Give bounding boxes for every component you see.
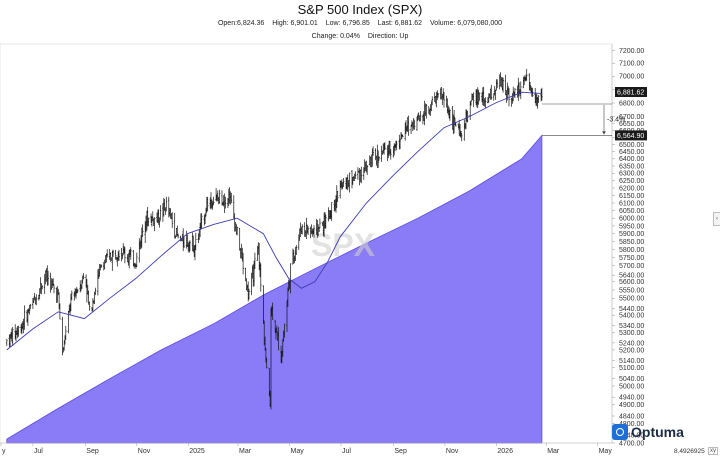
change-stats-row: Change: 0.04% Direction: Up <box>0 33 720 40</box>
y-tick-label: 5600.00 <box>619 279 644 286</box>
x-tick-label: May <box>291 448 305 455</box>
y-tick-label: 6700.00 <box>619 114 644 121</box>
open-value: Open:6,824.36 <box>217 20 265 27</box>
x-tick-label: May <box>599 448 613 455</box>
y-tick-label: 5000.00 <box>619 383 644 390</box>
change-value: Change: 0.04% <box>311 33 360 40</box>
x-tick-label: Sep <box>86 448 99 455</box>
y-tick-label: 5400.00 <box>619 313 644 320</box>
y-tick-label: 5950.00 <box>619 223 644 230</box>
y-tick-label: 6200.00 <box>619 185 644 192</box>
y-tick-label: 5700.00 <box>619 263 644 270</box>
y-tick-label: 5200.00 <box>619 347 644 354</box>
collapse-panel-handle[interactable]: ‹ <box>713 212 720 226</box>
y-tick-label: 4800.00 <box>619 421 644 428</box>
y-tick-label: 4740.00 <box>619 433 644 440</box>
y-tick-label: 5500.00 <box>619 296 644 303</box>
band-low-label: 6,564.90 <box>617 133 644 140</box>
y-tick-label: 6400.00 <box>619 156 644 163</box>
area-series <box>6 134 543 444</box>
optuma-logo-text: Optuma <box>631 424 684 440</box>
y-tick-label: 4700.00 <box>619 440 644 447</box>
band-low-box <box>615 130 647 141</box>
y-tick-label: 7100.00 <box>619 61 644 68</box>
moving-average-line <box>6 91 542 351</box>
y-tick-label: 6500.00 <box>619 142 644 149</box>
y-tick-label: 5140.00 <box>619 358 644 365</box>
x-tick-label: Nov <box>446 448 459 455</box>
y-tick-label: 5550.00 <box>619 287 644 294</box>
y-tick-label: 6250.00 <box>619 178 644 185</box>
band-arrow-head <box>602 131 606 135</box>
band-percent-label: -3.4% <box>607 117 625 124</box>
optuma-logo-icon <box>612 424 628 440</box>
x-tick-label: Sep <box>394 448 407 455</box>
y-tick-label: 5100.00 <box>619 365 644 372</box>
direction-value: Direction: Up <box>367 33 409 40</box>
y-tick-label: 5300.00 <box>619 330 644 337</box>
last-value: Last: 6,881.62 <box>377 20 423 27</box>
x-tick-label: y <box>2 448 6 455</box>
scale-toggle-button[interactable]: xy <box>708 447 718 455</box>
y-tick-label: 5750.00 <box>619 255 644 262</box>
y-tick-label: 5040.00 <box>619 376 644 383</box>
y-tick-label: 7200.00 <box>619 48 644 55</box>
x-tick-label: Jul <box>34 448 43 455</box>
y-tick-label: 6350.00 <box>619 163 644 170</box>
x-tick-label: 2026 <box>497 448 513 455</box>
y-tick-label: 6050.00 <box>619 208 644 215</box>
x-tick-label: Mar <box>239 448 252 455</box>
y-tick-label: 6650.00 <box>619 121 644 128</box>
optuma-logo: Optuma <box>612 424 684 440</box>
y-tick-label: 5340.00 <box>619 323 644 330</box>
x-tick-label: Jul <box>342 448 351 455</box>
x-tick-label: 2025 <box>189 448 205 455</box>
y-tick-label: 5850.00 <box>619 239 644 246</box>
last-price-label: 6,881.62 <box>617 90 644 97</box>
y-tick-label: 5800.00 <box>619 247 644 254</box>
y-tick-label: 6300.00 <box>619 171 644 178</box>
y-tick-label: 6450.00 <box>619 149 644 156</box>
x-tick-label: Mar <box>547 448 560 455</box>
y-tick-label: 6800.00 <box>619 100 644 107</box>
y-tick-label: 6000.00 <box>619 216 644 223</box>
y-tick-label: 6150.00 <box>619 193 644 200</box>
y-tick-label: 4940.00 <box>619 395 644 402</box>
last-price-box <box>615 87 647 97</box>
y-tick-label: 5900.00 <box>619 231 644 238</box>
ohlc-stats-row: Open:6,824.36 High: 6,901.01 Low: 6,796.… <box>0 20 720 27</box>
volume-value: Volume: 6,079,080,000 <box>430 20 503 27</box>
y-tick-label: 6100.00 <box>619 200 644 207</box>
y-tick-label: 4900.00 <box>619 402 644 409</box>
scale-readout: 8.4926925 <box>674 448 705 455</box>
high-value: High: 6,901.01 <box>272 20 318 27</box>
y-tick-label: 7000.00 <box>619 74 644 81</box>
y-tick-label: 5240.00 <box>619 340 644 347</box>
x-tick-label: Nov <box>138 448 151 455</box>
chart-title: S&P 500 Index (SPX) <box>297 2 423 17</box>
y-tick-label: 4840.00 <box>619 413 644 420</box>
y-tick-label: 5640.00 <box>619 273 644 280</box>
y-tick-label: 5440.00 <box>619 306 644 313</box>
low-value: Low: 6,796.85 <box>325 20 370 27</box>
